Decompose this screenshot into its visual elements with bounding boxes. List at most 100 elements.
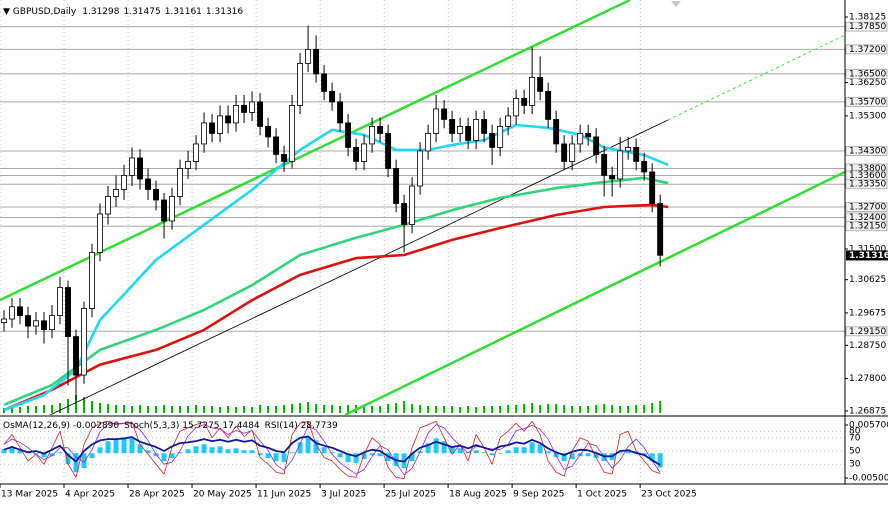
osma-bar [305, 436, 311, 454]
volume-bar [19, 407, 22, 413]
volume-bar [91, 401, 94, 413]
volume-bar [59, 403, 62, 413]
osma-bar [105, 441, 111, 454]
osma-bar [289, 452, 295, 454]
volume-bar [595, 405, 598, 413]
level-label-box [845, 221, 888, 232]
x-tick-label: 1 Oct 2025 [577, 490, 627, 500]
shift-marker [671, 1, 681, 7]
osma-bar [201, 444, 207, 454]
volume-bar [331, 405, 334, 413]
grid-layer [0, 0, 641, 488]
oscillator-layer [0, 420, 845, 480]
candle-body [281, 154, 288, 162]
level-label-box [845, 326, 888, 337]
candle-body [113, 189, 119, 197]
osma-bar [409, 453, 415, 462]
candle-body [361, 143, 368, 162]
candle-body [385, 133, 392, 169]
volume-bar [35, 406, 38, 413]
candle-body [209, 122, 216, 134]
osma-bar [569, 453, 575, 460]
volume-bar [363, 406, 366, 413]
oscillator-line [3, 422, 661, 476]
osma-bar [329, 452, 335, 454]
channel-upper [0, 0, 631, 302]
osma-bar [369, 453, 375, 456]
volume-bar [563, 405, 566, 413]
candle-layer [1, 25, 664, 400]
osma-bar [1, 449, 7, 454]
osma-bar [265, 453, 271, 459]
osma-bar [513, 447, 519, 454]
volume-bar [427, 406, 430, 413]
osma-bar [129, 438, 135, 454]
level-label: 1.37200 [849, 45, 886, 55]
candle-body [441, 108, 448, 120]
osma-bar [481, 452, 487, 454]
volume-bar [3, 408, 6, 413]
osma-bar [65, 453, 71, 465]
y-tick-label: 1.35300 [849, 111, 886, 121]
volume-bar [219, 407, 222, 413]
candle-body [449, 119, 456, 134]
header-low: 1.31161 [165, 7, 202, 17]
osma-bar [257, 453, 263, 456]
trend-line-extension [667, 34, 845, 121]
osma-bar [113, 438, 119, 454]
volume-bar [539, 405, 542, 413]
volume-bar [499, 406, 502, 413]
osma-bar [225, 449, 231, 454]
trend-line [49, 119, 669, 415]
candle-body [193, 143, 200, 162]
volume-bar [603, 404, 606, 413]
volume-bar [43, 405, 46, 413]
volume-bar [419, 405, 422, 413]
candle-body [505, 115, 512, 127]
volume-bar [75, 395, 78, 413]
level-label: 1.37850 [849, 22, 886, 32]
candle-body [329, 91, 336, 103]
y-tick-label: 1.26875 [849, 406, 886, 416]
candle-body [593, 136, 600, 155]
candle-body [49, 315, 55, 330]
candle-body [561, 143, 568, 162]
volume-bar [211, 406, 214, 413]
level-label: 1.32150 [849, 222, 886, 232]
volume-bar [107, 404, 110, 413]
osma-bar [161, 453, 167, 462]
header-close: 1.31316 [206, 7, 243, 17]
candle-body [425, 133, 432, 152]
candle-body [297, 62, 304, 106]
osma-bar [545, 451, 551, 454]
candle-body [233, 105, 240, 124]
candle-body [529, 76, 536, 106]
volume-bar [403, 401, 406, 413]
volume-bar [267, 406, 270, 413]
volume-bar [155, 406, 158, 413]
volume-bar [491, 406, 494, 413]
volume-bar [411, 404, 414, 413]
level-label-box [845, 21, 888, 32]
level-label: 1.32700 [849, 202, 886, 212]
osma-bar [505, 450, 511, 454]
volume-bar [387, 404, 390, 413]
volume-bar [587, 406, 590, 413]
osma-bar [49, 453, 55, 457]
volume-bar [203, 406, 206, 413]
volume-bar [187, 406, 190, 413]
x-tick-label: 25 Jul 2025 [385, 490, 436, 500]
osma-bar [185, 449, 191, 454]
candle-body [649, 171, 656, 204]
candle-body [305, 48, 312, 64]
volume-bar [515, 405, 518, 413]
osc-y2-tick-label: -0.005000 [849, 474, 888, 484]
volume-bar [251, 407, 254, 413]
osma-bar [529, 442, 535, 454]
volume-bar [523, 404, 526, 413]
candle-body [521, 98, 528, 106]
volume-bar [299, 403, 302, 413]
x-tick-label: 13 Mar 2025 [1, 490, 58, 500]
candle-body [553, 119, 560, 145]
